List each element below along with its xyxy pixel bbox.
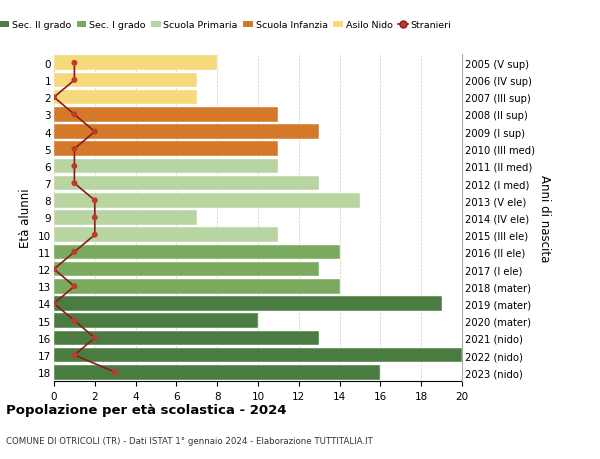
Bar	[54, 73, 197, 88]
Y-axis label: Anni di nascita: Anni di nascita	[538, 174, 551, 262]
Bar	[54, 297, 442, 311]
Point	[49, 94, 59, 101]
Bar	[54, 159, 278, 174]
Bar	[54, 91, 197, 105]
Bar	[54, 194, 360, 208]
Bar	[54, 313, 258, 328]
Bar	[54, 365, 380, 380]
Bar	[54, 142, 278, 157]
Point	[90, 231, 100, 239]
Bar	[54, 176, 319, 191]
Bar	[54, 211, 197, 225]
Bar	[54, 280, 340, 294]
Text: Popolazione per età scolastica - 2024: Popolazione per età scolastica - 2024	[6, 403, 287, 416]
Point	[70, 146, 79, 153]
Bar	[54, 56, 217, 71]
Point	[70, 283, 79, 290]
Point	[70, 112, 79, 119]
Point	[49, 300, 59, 308]
Bar	[54, 228, 278, 242]
Point	[70, 249, 79, 256]
Bar	[54, 262, 319, 277]
Point	[70, 60, 79, 67]
Bar	[54, 108, 278, 123]
Point	[70, 180, 79, 187]
Point	[90, 197, 100, 205]
Legend: Sec. II grado, Sec. I grado, Scuola Primaria, Scuola Infanzia, Asilo Nido, Stran: Sec. II grado, Sec. I grado, Scuola Prim…	[0, 17, 455, 34]
Point	[70, 317, 79, 325]
Point	[90, 214, 100, 222]
Bar	[54, 331, 319, 345]
Point	[49, 266, 59, 273]
Point	[110, 369, 120, 376]
Point	[90, 335, 100, 342]
Point	[70, 163, 79, 170]
Text: COMUNE DI OTRICOLI (TR) - Dati ISTAT 1° gennaio 2024 - Elaborazione TUTTITALIA.I: COMUNE DI OTRICOLI (TR) - Dati ISTAT 1° …	[6, 436, 373, 445]
Point	[70, 352, 79, 359]
Point	[70, 77, 79, 84]
Bar	[54, 125, 319, 140]
Bar	[54, 245, 340, 260]
Y-axis label: Età alunni: Età alunni	[19, 188, 32, 248]
Bar	[54, 348, 462, 363]
Point	[90, 129, 100, 136]
